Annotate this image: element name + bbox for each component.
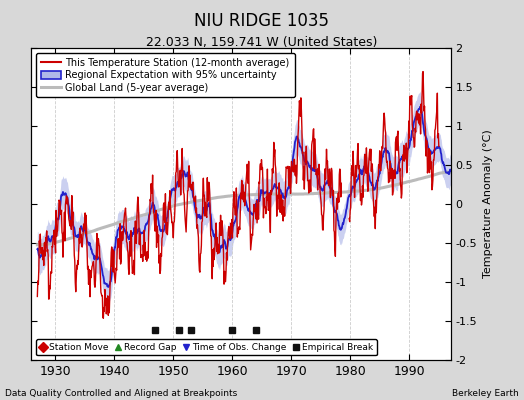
Y-axis label: Temperature Anomaly (°C): Temperature Anomaly (°C) — [483, 130, 493, 278]
Text: Berkeley Earth: Berkeley Earth — [452, 389, 519, 398]
Text: Data Quality Controlled and Aligned at Breakpoints: Data Quality Controlled and Aligned at B… — [5, 389, 237, 398]
Text: 22.033 N, 159.741 W (United States): 22.033 N, 159.741 W (United States) — [146, 36, 378, 49]
Legend: Station Move, Record Gap, Time of Obs. Change, Empirical Break: Station Move, Record Gap, Time of Obs. C… — [36, 339, 377, 356]
Text: NIU RIDGE 1035: NIU RIDGE 1035 — [194, 12, 330, 30]
